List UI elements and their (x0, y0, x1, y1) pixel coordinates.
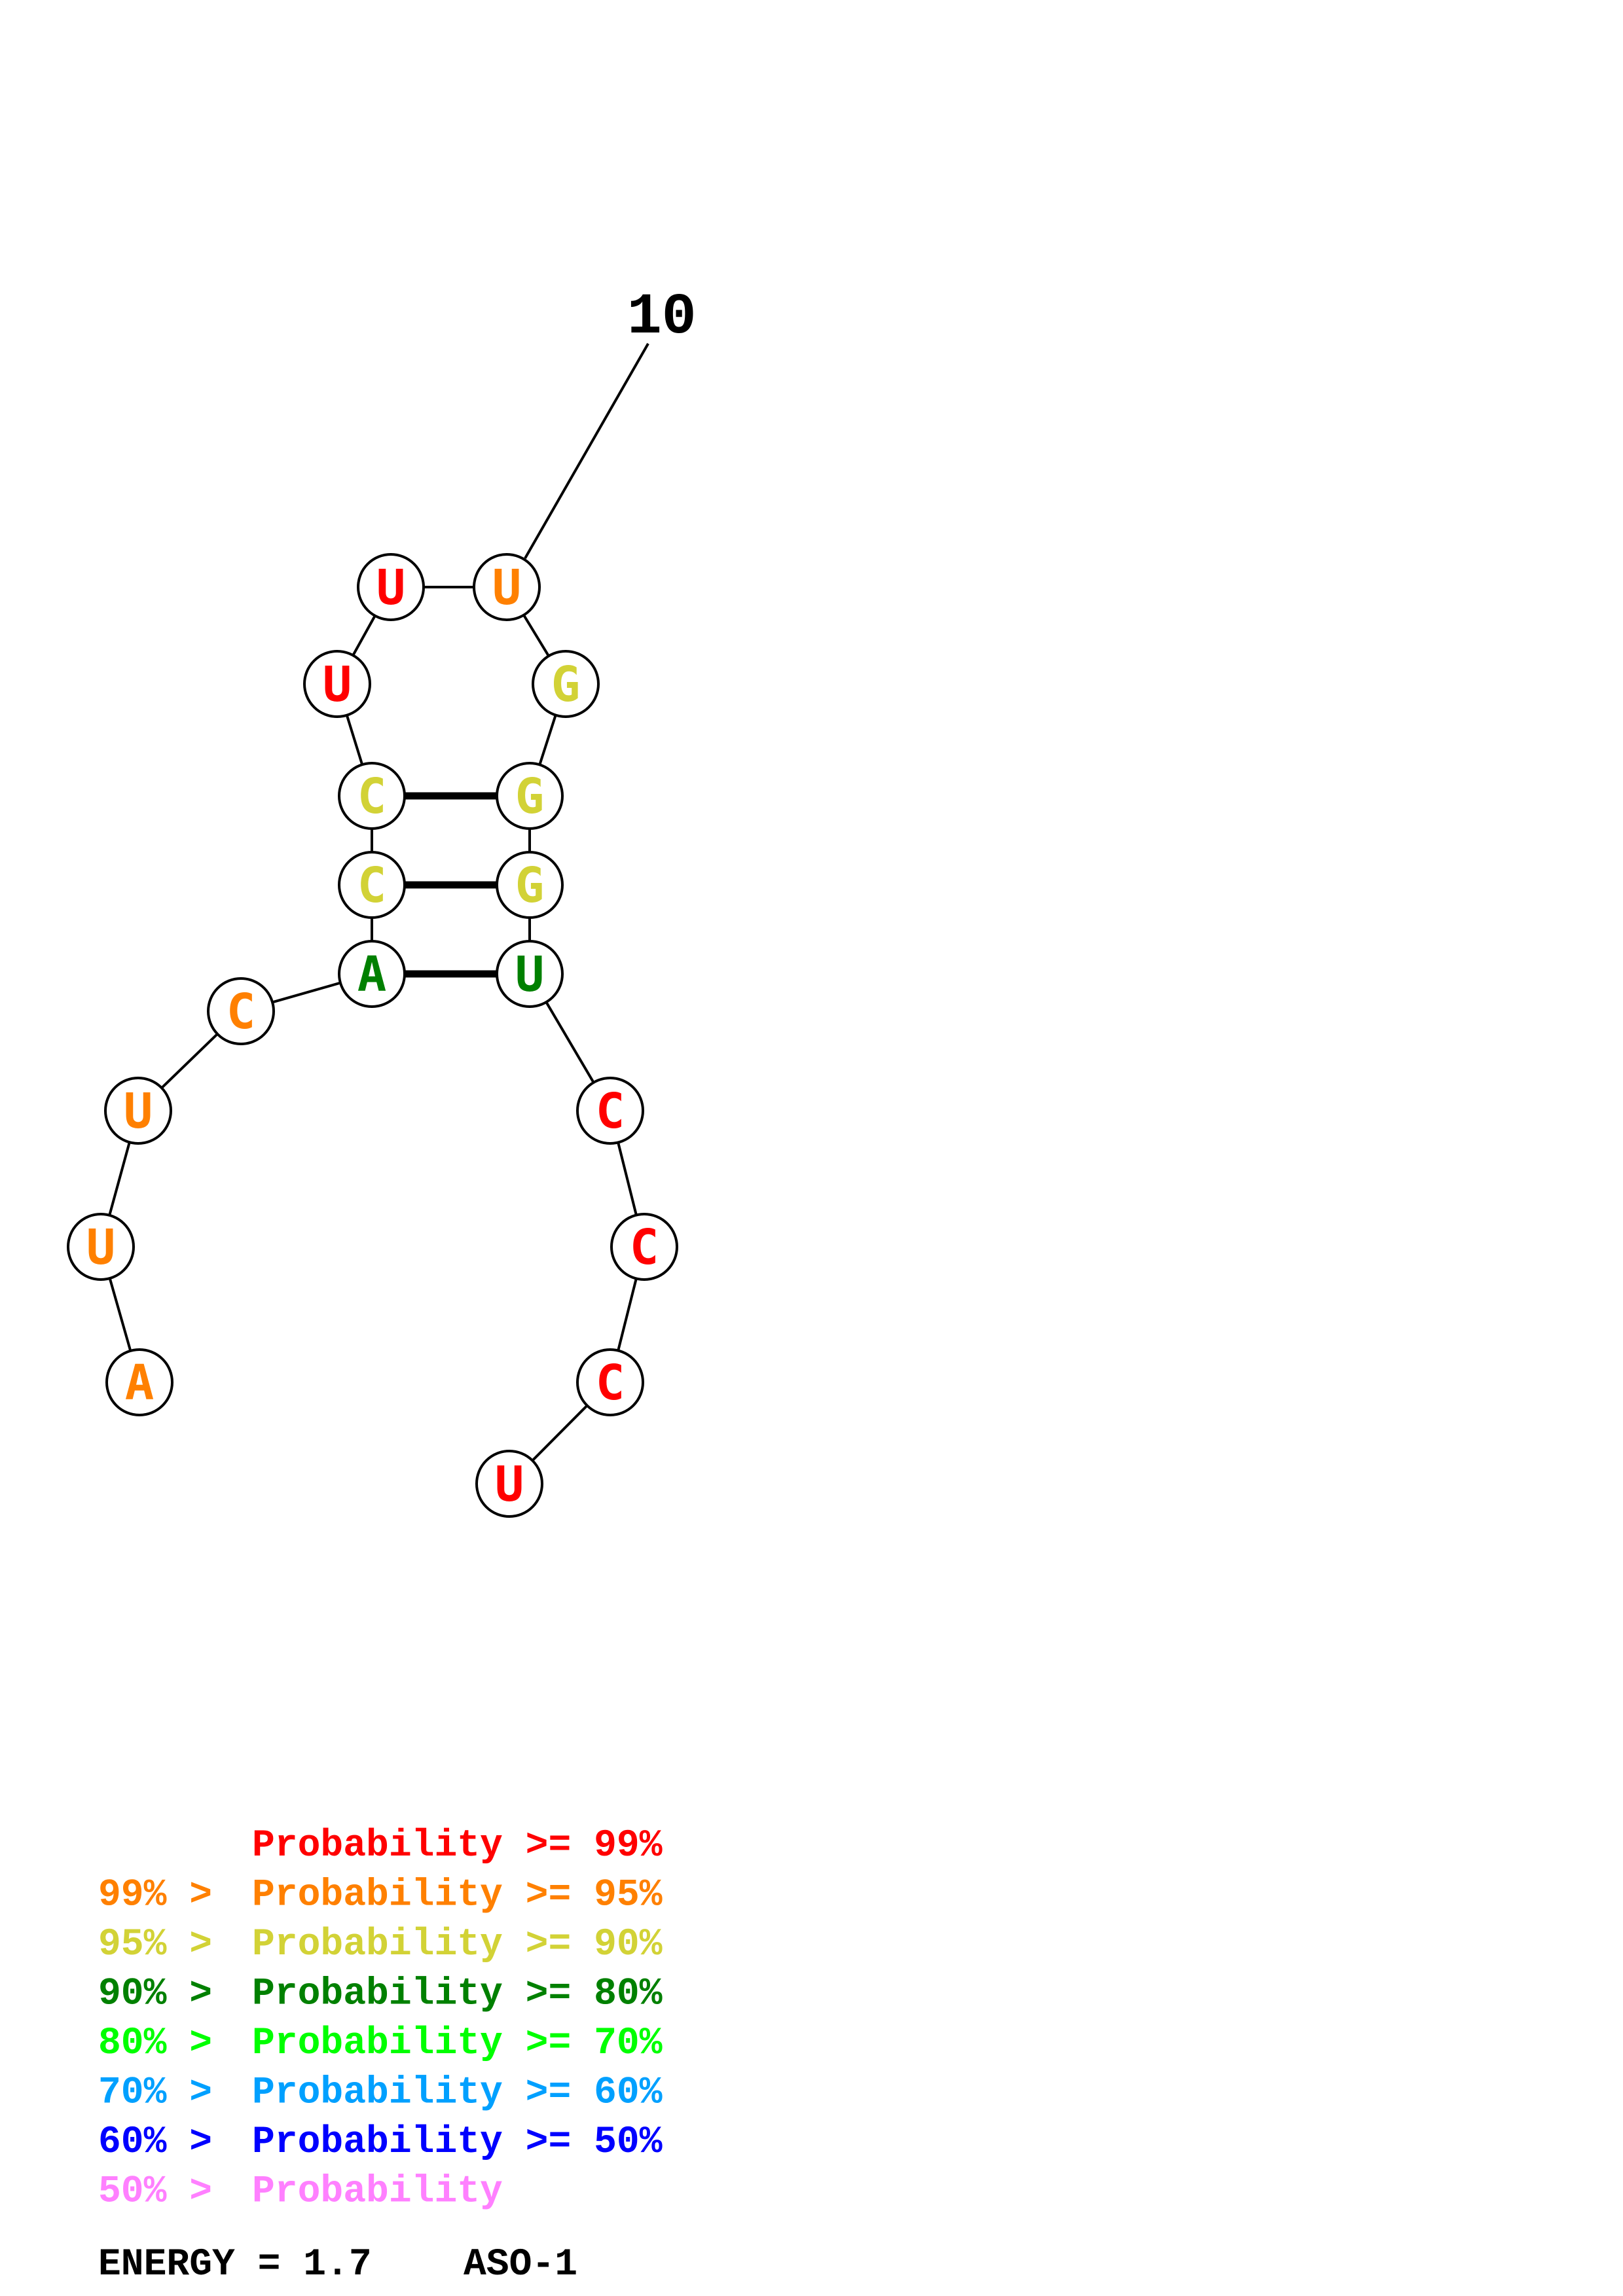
legend-prefix: 95% > (98, 1924, 212, 1966)
nucleotide-letter: U (376, 560, 406, 616)
nucleotide-circle (207, 977, 275, 1045)
nucleotide-17: C (576, 1348, 644, 1416)
legend-row-1: Probability >= 99% (252, 1825, 663, 1867)
nucleotide-letter: U (492, 560, 522, 616)
nucleotide-letter: C (596, 1083, 625, 1139)
nucleotide-circle (610, 1213, 678, 1281)
nucleotide-letter: C (596, 1355, 625, 1411)
index-label: 10 (627, 285, 697, 350)
nucleotide-letter: C (357, 857, 387, 914)
legend-label: Probability >= 70% (252, 2022, 663, 2065)
nucleotide-13: G (496, 851, 564, 919)
legend-row-5: 80% > Probability >= 70% (98, 2022, 663, 2065)
nucleotide-letter: A (125, 1355, 155, 1411)
legend-prefix: 99% > (98, 1874, 212, 1917)
nucleotide-12: G (496, 762, 564, 830)
nucleotide-circle (576, 1077, 644, 1145)
nucleotide-9: U (357, 553, 425, 621)
structure-name: ASO-1 (464, 2244, 577, 2286)
legend-prefix: 50% > (98, 2171, 212, 2214)
nucleotide-3: U (104, 1077, 172, 1145)
nucleotide-circle (475, 1450, 543, 1518)
nucleotide-circle (496, 851, 564, 919)
nucleotide-circle (303, 650, 371, 718)
legend-row-8: 50% > Probability (98, 2171, 503, 2214)
legend-row-7: 60% > Probability >= 50% (98, 2121, 663, 2164)
legend-row-4: 90% > Probability >= 80% (98, 1973, 663, 2016)
legend-label: Probability >= 80% (252, 1973, 663, 2016)
energy-footer: ENERGY = 1.7 ASO-1 (98, 2244, 577, 2286)
nucleotide-4: C (207, 977, 275, 1045)
nucleotide-letter: U (323, 656, 352, 713)
backbone-lines (100, 586, 646, 1485)
nucleotide-16: C (610, 1213, 678, 1281)
legend-prefix: 80% > (98, 2022, 212, 2065)
nucleotide-14: U (496, 940, 564, 1008)
legend-row-2: 99% > Probability >= 95% (98, 1874, 663, 1917)
index-marker-line (524, 343, 649, 559)
nucleotide-circle (532, 650, 600, 718)
nucleotide-letter: G (551, 656, 581, 713)
nucleotide-10: U (473, 553, 541, 621)
nucleotide-letter: C (357, 768, 387, 825)
nucleotide-5: A (338, 940, 406, 1008)
legend-label: Probability >= 95% (252, 1874, 663, 1917)
legend-prefix: 60% > (98, 2121, 212, 2164)
nucleotide-circle (338, 940, 406, 1008)
nucleotide-circle (357, 553, 425, 621)
nucleotide-letter: A (357, 946, 387, 1003)
nucleotide-circle (104, 1077, 172, 1145)
nucleotide-11: G (532, 650, 600, 718)
nucleotide-circle (496, 940, 564, 1008)
nucleotide-circle (67, 1213, 135, 1281)
legend-label: Probability >= 99% (252, 1825, 663, 1867)
nucleotide-6: C (338, 851, 406, 919)
nucleotide-letter: U (86, 1219, 116, 1276)
nucleotide-8: U (303, 650, 371, 718)
legend-prefix: 90% > (98, 1973, 212, 2016)
nucleotide-15: C (576, 1077, 644, 1145)
energy-value: ENERGY = 1.7 (98, 2244, 372, 2286)
legend-label: Probability (252, 2171, 503, 2214)
nucleotide-1: A (105, 1348, 173, 1416)
index-marker: 10 (524, 285, 697, 559)
nucleotide-2: U (67, 1213, 135, 1281)
nucleotide-letter: U (124, 1083, 153, 1139)
probability-legend: Probability >= 99% 99% > Probability >= 9… (98, 1825, 663, 2214)
nucleotide-letter: U (515, 946, 545, 1003)
nucleotide-circle (105, 1348, 173, 1416)
nucleotide-letter: C (227, 984, 256, 1040)
nucleotide-letter: C (630, 1219, 659, 1276)
nucleotide-letter: G (515, 768, 545, 825)
nucleotide-7: C (338, 762, 406, 830)
legend-row-6: 70% > Probability >= 60% (98, 2072, 663, 2115)
nucleotide-circle (338, 851, 406, 919)
nucleotide-letter: U (495, 1456, 524, 1513)
legend-row-3: 95% > Probability >= 90% (98, 1924, 663, 1966)
nucleotide-18: U (475, 1450, 543, 1518)
nucleotide-circle (338, 762, 406, 830)
legend-label: Probability >= 90% (252, 1924, 663, 1966)
nucleotide-circle (473, 553, 541, 621)
legend-label: Probability >= 50% (252, 2121, 663, 2164)
nucleotide-letter: G (515, 857, 545, 914)
nucleotide-circle (576, 1348, 644, 1416)
legend-label: Probability >= 60% (252, 2072, 663, 2115)
legend-prefix: 70% > (98, 2072, 212, 2115)
nucleotide-circle (496, 762, 564, 830)
